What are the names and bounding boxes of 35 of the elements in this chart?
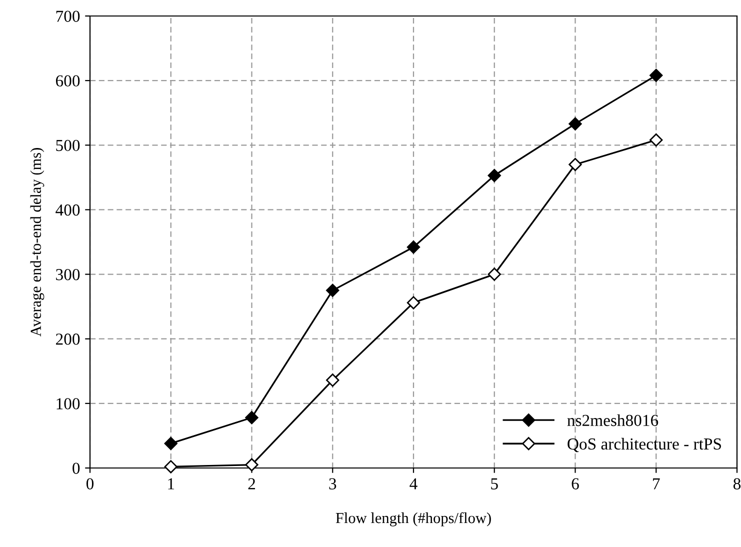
x-tick-label: 3 [329,478,336,490]
y-tick-label: 100 [56,398,80,410]
y-tick-label: 700 [56,10,80,22]
point [326,374,340,387]
x-tick-label: 1 [168,478,174,490]
point [406,296,420,310]
point [406,240,420,254]
point [488,268,501,281]
point [164,436,178,450]
x-tick-label: 4 [410,478,418,490]
y-tick-label: 500 [56,140,80,152]
y-tick-label: 600 [56,75,80,87]
point [326,284,340,298]
point [164,460,178,474]
point [245,458,258,472]
x-tick-label: 8 [733,478,741,490]
x-tick-label: 2 [248,478,255,490]
point [568,158,582,172]
y-tick-label: 200 [56,334,80,345]
x-tick-label: 6 [572,478,579,490]
x-tick-label: 7 [653,478,660,490]
y-tick-label: 0 [72,462,80,474]
y-axis-title: Average end-to-end delay (ms) [30,148,44,337]
y-tick-label: 400 [56,204,80,216]
point [488,168,501,182]
legend-label: QoS architecture - rtPS [568,438,721,452]
point [650,68,663,82]
y-tick-label: 300 [56,268,80,280]
x-tick-label: 0 [86,478,94,490]
x-axis-title: Flow length (#hops/flow) [336,512,491,526]
point [568,117,582,130]
legend-label: ns2mesh8016 [567,414,658,426]
point [245,411,258,424]
x-tick-label: 5 [491,478,498,490]
point [650,133,663,147]
